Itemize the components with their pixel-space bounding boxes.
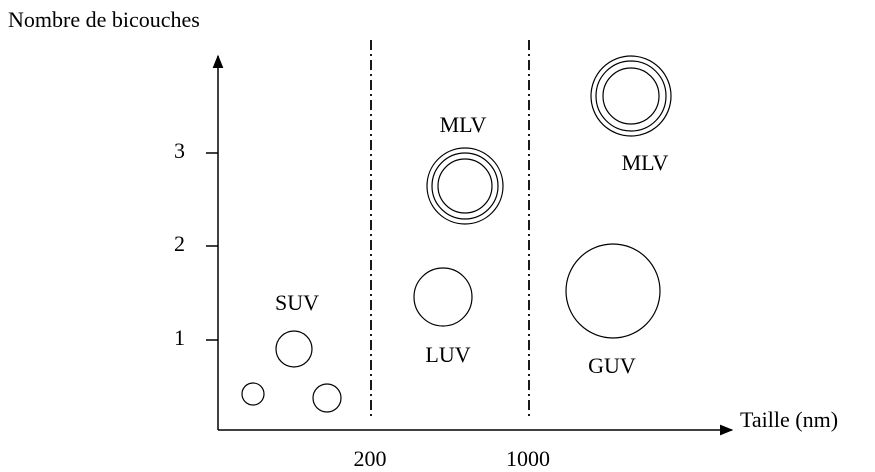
vesicle-label: SUV bbox=[275, 290, 319, 315]
vesicle bbox=[595, 60, 667, 132]
y-tick-label: 2 bbox=[174, 231, 185, 256]
vesicle bbox=[602, 67, 660, 125]
y-tick-label: 3 bbox=[174, 138, 185, 163]
x-axis-label: Taille (nm) bbox=[740, 407, 838, 432]
vesicle-label: MLV bbox=[440, 112, 487, 137]
vesicle bbox=[565, 243, 661, 339]
vesicle-label: MLV bbox=[622, 150, 669, 175]
vesicle bbox=[437, 158, 493, 214]
vesicle-label: GUV bbox=[588, 353, 636, 378]
vesicle bbox=[431, 152, 499, 220]
x-tick-label: 1000 bbox=[506, 446, 550, 471]
vesicle bbox=[241, 382, 265, 406]
y-tick-label: 1 bbox=[174, 325, 185, 350]
vesicle bbox=[426, 147, 504, 225]
y-axis-label: Nombre de bicouches bbox=[8, 7, 200, 32]
vesicle bbox=[590, 55, 672, 137]
vesicle bbox=[312, 383, 342, 413]
vesicle bbox=[275, 330, 313, 368]
vesicle bbox=[413, 267, 473, 327]
x-tick-label: 200 bbox=[354, 446, 387, 471]
vesicle-label: LUV bbox=[425, 342, 470, 367]
